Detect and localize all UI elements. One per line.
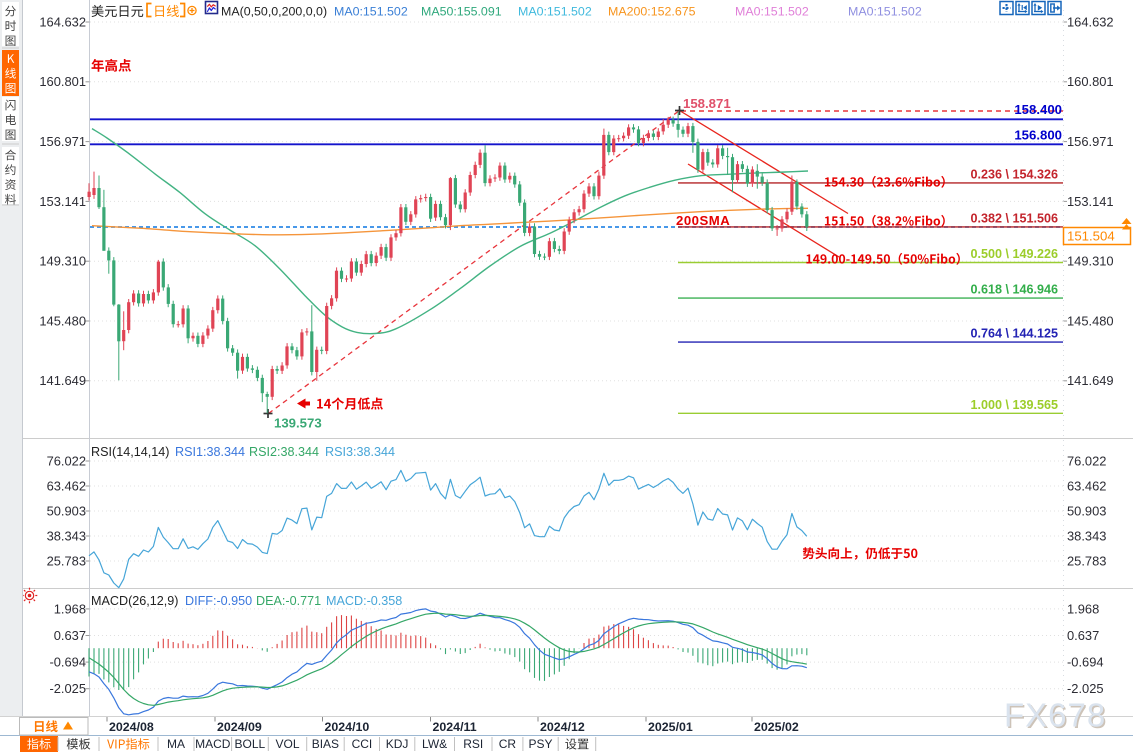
svg-text:141.649: 141.649	[1067, 373, 1114, 388]
svg-text:MA0:151.502: MA0:151.502	[518, 5, 592, 19]
svg-text:2024/08: 2024/08	[109, 720, 154, 734]
svg-text:156.971: 156.971	[1067, 134, 1114, 149]
svg-text:153.141: 153.141	[1067, 194, 1114, 209]
svg-text:76.022: 76.022	[1067, 453, 1106, 468]
svg-text:MACD: MACD	[195, 737, 231, 751]
svg-text:RSI(14,14,14): RSI(14,14,14)	[91, 445, 169, 459]
svg-text:141.649: 141.649	[39, 373, 86, 388]
svg-text:0.618 \ 146.946: 0.618 \ 146.946	[970, 283, 1058, 297]
svg-text:1.968: 1.968	[1067, 601, 1099, 616]
svg-text:2024/12: 2024/12	[540, 720, 585, 734]
svg-text:2024/11: 2024/11	[433, 720, 477, 734]
svg-text:MA0:151.502: MA0:151.502	[334, 5, 408, 19]
svg-text:25.783: 25.783	[1067, 553, 1106, 568]
svg-text:VOL: VOL	[275, 737, 299, 751]
svg-text:2025/02: 2025/02	[754, 720, 799, 734]
svg-text:164.632: 164.632	[39, 14, 86, 29]
svg-text:164.632: 164.632	[1067, 14, 1114, 29]
svg-text:KDJ: KDJ	[386, 737, 409, 751]
svg-text:CR: CR	[499, 737, 517, 751]
svg-text:-0.694: -0.694	[1067, 655, 1104, 670]
svg-text:RSI: RSI	[463, 737, 483, 751]
svg-text:149.310: 149.310	[39, 254, 86, 269]
svg-text:MA(0,50,0,200,0,0): MA(0,50,0,200,0,0)	[221, 5, 327, 19]
svg-text:MACD(26,12,9): MACD(26,12,9)	[91, 594, 179, 608]
svg-text:BIAS: BIAS	[312, 737, 339, 751]
svg-text:139.573: 139.573	[274, 416, 322, 431]
svg-text:63.462: 63.462	[47, 478, 86, 493]
svg-text:MACD:-0.358: MACD:-0.358	[326, 594, 402, 608]
svg-text:LW&: LW&	[422, 737, 447, 751]
svg-text:-2.025: -2.025	[1067, 681, 1104, 696]
svg-text:0.236 \ 154.326: 0.236 \ 154.326	[970, 167, 1058, 181]
svg-text:0.637: 0.637	[54, 628, 86, 643]
svg-text:50.903: 50.903	[1067, 503, 1106, 518]
svg-text:149.310: 149.310	[1067, 254, 1114, 269]
svg-text:160.801: 160.801	[39, 74, 86, 89]
svg-text:50.903: 50.903	[47, 503, 86, 518]
svg-text:25.783: 25.783	[47, 553, 86, 568]
svg-text:0.764 \ 144.125: 0.764 \ 144.125	[970, 327, 1058, 341]
svg-text:RSI2:38.344: RSI2:38.344	[249, 445, 319, 459]
svg-text:63.462: 63.462	[1067, 478, 1106, 493]
svg-text:200SMA: 200SMA	[676, 213, 730, 228]
svg-text:0.500 \ 149.226: 0.500 \ 149.226	[970, 247, 1058, 261]
svg-text:0.382 \ 151.506: 0.382 \ 151.506	[970, 211, 1058, 225]
svg-text:38.343: 38.343	[47, 528, 86, 543]
svg-text:MA0:151.502: MA0:151.502	[848, 5, 922, 19]
svg-text:MA: MA	[167, 737, 185, 751]
svg-text:BOLL: BOLL	[235, 737, 266, 751]
svg-text:1.968: 1.968	[54, 601, 86, 616]
svg-text:FX678: FX678	[1004, 697, 1106, 734]
svg-text:156.971: 156.971	[39, 134, 86, 149]
svg-text:FX678: FX678	[1006, 698, 1108, 735]
svg-text:76.022: 76.022	[47, 453, 86, 468]
svg-text:DIFF:-0.950: DIFF:-0.950	[185, 594, 252, 608]
svg-text:151.504: 151.504	[1067, 229, 1115, 244]
svg-text:-0.694: -0.694	[49, 655, 86, 670]
svg-text:2024/10: 2024/10	[325, 720, 370, 734]
svg-text:-2.025: -2.025	[49, 681, 86, 696]
svg-text:1.000 \ 139.565: 1.000 \ 139.565	[970, 398, 1058, 412]
svg-text:RSI1:38.344: RSI1:38.344	[175, 445, 245, 459]
svg-text:2024/09: 2024/09	[217, 720, 262, 734]
svg-text:160.801: 160.801	[1067, 74, 1114, 89]
svg-text:MA50:155.091: MA50:155.091	[421, 5, 502, 19]
svg-text:158.400: 158.400	[1014, 102, 1062, 117]
svg-text:CCI: CCI	[352, 737, 373, 751]
svg-text:156.800: 156.800	[1014, 128, 1062, 143]
svg-text:MA200:152.675: MA200:152.675	[608, 5, 696, 19]
svg-text:2025/01: 2025/01	[648, 720, 693, 734]
svg-text:PSY: PSY	[528, 737, 552, 751]
svg-text:145.480: 145.480	[39, 313, 86, 328]
svg-text:158.871: 158.871	[683, 96, 731, 111]
svg-text:RSI3:38.344: RSI3:38.344	[325, 445, 395, 459]
svg-text:153.141: 153.141	[39, 194, 86, 209]
svg-text:DEA:-0.771: DEA:-0.771	[256, 594, 321, 608]
svg-text:0.637: 0.637	[1067, 628, 1099, 643]
svg-text:38.343: 38.343	[1067, 528, 1106, 543]
svg-text:145.480: 145.480	[1067, 313, 1114, 328]
svg-text:MA0:151.502: MA0:151.502	[735, 5, 809, 19]
